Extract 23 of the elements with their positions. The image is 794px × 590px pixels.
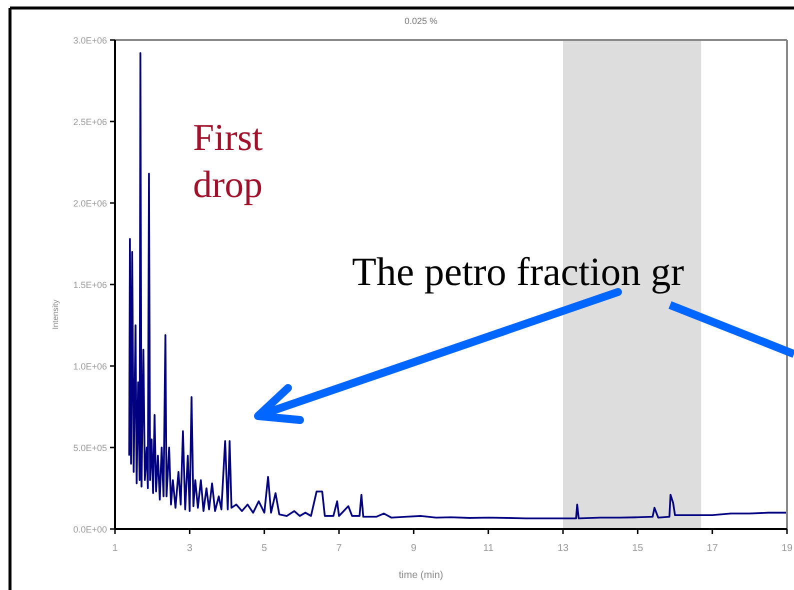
y-tick-label: 2.0E+06 <box>73 198 107 208</box>
x-tick-label: 7 <box>336 543 342 554</box>
y-tick-label: 2.5E+06 <box>73 117 107 127</box>
line-series <box>128 52 788 520</box>
x-tick-label: 15 <box>632 543 644 554</box>
y-tick-label: 3.0E+06 <box>73 36 107 46</box>
y-tick-label: 1.5E+06 <box>73 280 107 290</box>
annotation: The petro fraction gr <box>352 249 684 294</box>
x-tick-label: 17 <box>706 543 718 554</box>
chart-title: 0.025 % <box>404 16 438 26</box>
annotation: First drop <box>193 117 264 206</box>
x-tick-label: 3 <box>186 543 193 554</box>
y-tick-label: 0.0E+00 <box>73 524 107 534</box>
x-axis-title: time (min) <box>398 570 444 581</box>
x-tick-label: 13 <box>557 543 569 554</box>
y-tick-label: 5.0E+05 <box>73 443 107 453</box>
x-tick-label: 11 <box>483 543 494 554</box>
x-tick-label: 9 <box>410 543 417 554</box>
x-tick-label: 19 <box>781 543 793 554</box>
x-tick-label: 1 <box>112 543 118 554</box>
y-axis-title: Intensity <box>51 300 60 330</box>
x-tick-label: 5 <box>262 543 268 554</box>
y-tick-label: 1.0E+06 <box>73 362 107 372</box>
